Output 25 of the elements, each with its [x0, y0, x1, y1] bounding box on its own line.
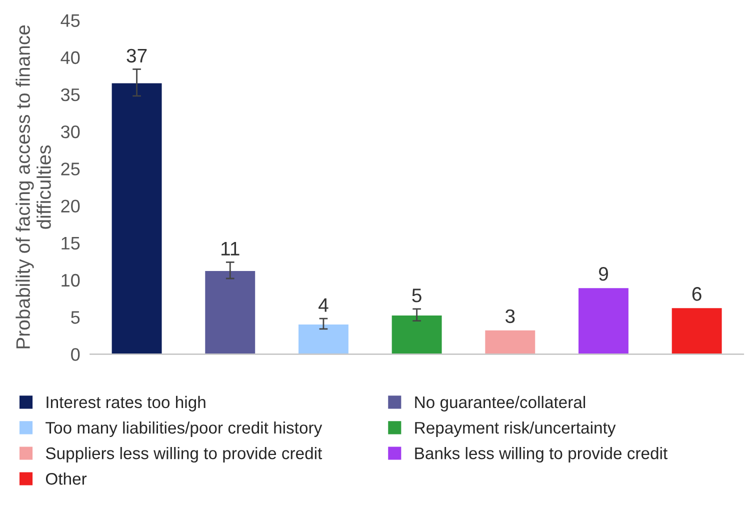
y-tick-label: 25: [61, 162, 80, 176]
y-tick-label: 20: [61, 200, 80, 212]
y-tick-label: 30: [61, 125, 80, 138]
y-tick-label: 15: [62, 237, 80, 250]
y-tick-label: 0: [71, 348, 80, 361]
data-label: 3: [505, 309, 515, 324]
legend-label: Other: [46, 472, 87, 485]
legend-label: Repayment risk/uncertainty: [415, 421, 616, 437]
y-tick-label: 5: [71, 311, 80, 324]
data-label: 9: [598, 267, 608, 281]
y-tick-label: 40: [60, 51, 80, 64]
y-axis-title: Probability of facing access to finance difficulties: [16, 25, 51, 348]
legend-label: Suppliers less willing to provide credit: [46, 446, 322, 463]
data-label: 4: [318, 298, 328, 312]
data-label: 5: [412, 288, 422, 302]
legend-label: Too many liabilities/poor credit history: [46, 421, 322, 437]
data-label: 6: [692, 287, 702, 301]
legend-label: Banks less willing to provide credit: [415, 446, 668, 463]
data-label: 11: [222, 242, 240, 256]
y-tick-label: 45: [60, 14, 80, 27]
legend-label: Interest rates too high: [46, 396, 206, 412]
y-tick-label: 10: [62, 274, 80, 287]
y-tick-label: 35: [61, 88, 80, 102]
data-label: 37: [126, 48, 147, 63]
legend-label: No guarantee/collateral: [415, 396, 586, 412]
